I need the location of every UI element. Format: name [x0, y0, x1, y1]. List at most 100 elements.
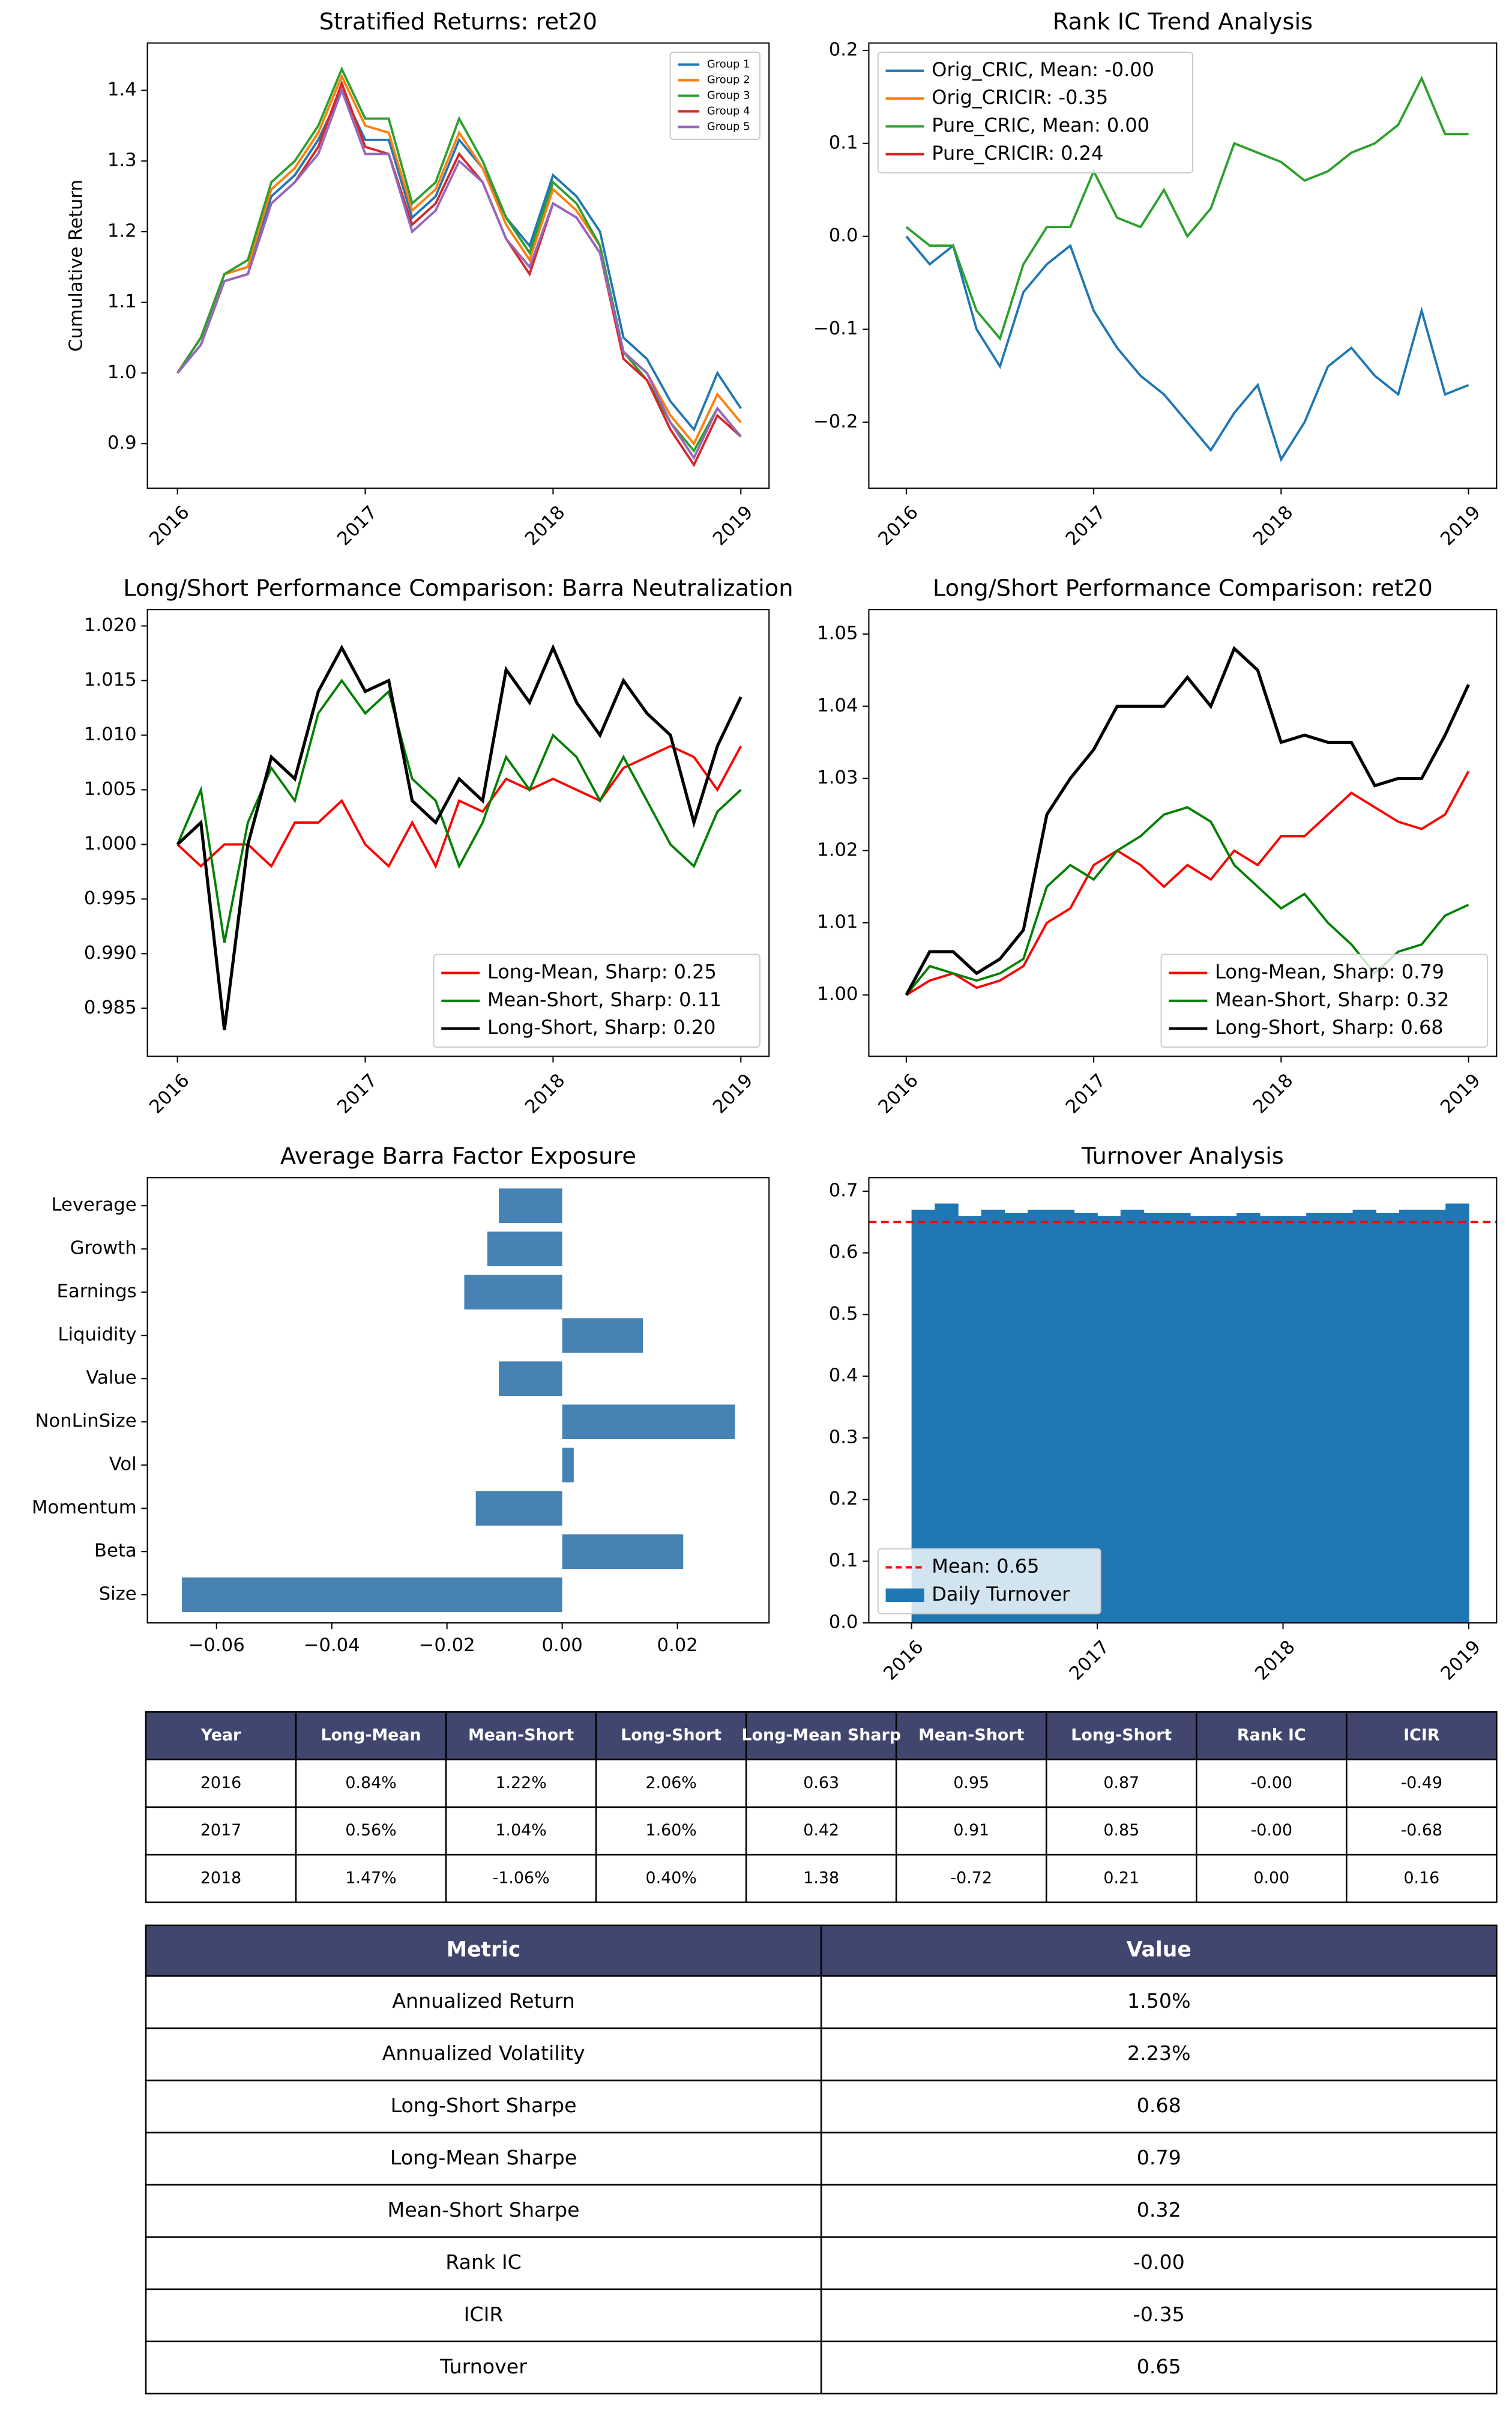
x-tick-label: 2018 [1249, 502, 1297, 550]
bar [1259, 1216, 1284, 1623]
y-tick-label: 1.020 [84, 615, 137, 636]
cell-text: 0.63 [803, 1774, 839, 1792]
table-cell [745, 1853, 897, 1903]
table-cell [145, 2340, 822, 2395]
table-cell [595, 1853, 747, 1903]
cell-text: Rank IC [445, 2250, 522, 2274]
legend-label: Pure_CRICIR: 0.24 [932, 142, 1103, 165]
x-tick-label: 2018 [1251, 1637, 1300, 1685]
bar [1399, 1209, 1423, 1623]
x-tick-label: 2017 [1065, 1637, 1113, 1685]
x-tick-label: 2016 [875, 1070, 923, 1118]
y-tick-label: 0.995 [84, 888, 137, 909]
y-tick-label: −0.1 [813, 318, 858, 339]
y-tick-label: 0.2 [829, 1488, 858, 1509]
cell-text: 0.87 [1103, 1774, 1139, 1792]
table-cell [820, 2131, 1498, 2186]
bar [1283, 1216, 1307, 1623]
cell-text: 1.22% [495, 1774, 546, 1792]
data-line [176, 644, 742, 1031]
y-tick-label: Value [86, 1368, 136, 1389]
axes-frame [868, 42, 1498, 489]
cell-text: Turnover [439, 2355, 527, 2378]
x-tick-label: 0.00 [541, 1635, 582, 1656]
table-cell [1346, 1806, 1498, 1856]
y-tick-label: 0.2 [829, 39, 858, 60]
table-cell [145, 1975, 822, 2029]
y-tick-label: 0.6 [829, 1242, 858, 1263]
y-tick-label: 1.00 [817, 984, 858, 1005]
y-tick-label: 1.04 [817, 695, 858, 716]
cell-text: 0.21 [1103, 1868, 1139, 1887]
y-tick-label: −0.2 [813, 411, 858, 432]
y-tick-label: 1.2 [107, 220, 137, 241]
table-cell [145, 2131, 822, 2186]
legend-box [669, 51, 761, 140]
legend-label: Pure_CRIC, Mean: 0.00 [932, 113, 1149, 136]
cell-text: -0.00 [1133, 2250, 1185, 2274]
y-tick-label: 0.1 [829, 1550, 858, 1571]
cell-text: 2017 [200, 1821, 241, 1840]
data-line [905, 645, 1470, 996]
y-tick-label: 0.0 [829, 225, 858, 246]
y-tick-label: Vol [109, 1454, 137, 1475]
header-text: Value [1127, 1938, 1191, 1962]
table-cell [745, 1759, 897, 1808]
cell-text: 0.84% [345, 1774, 396, 1792]
x-tick-label: 2018 [521, 1070, 569, 1118]
cell-text: 2016 [200, 1774, 241, 1792]
cell-text: Annualized Return [392, 1989, 575, 2013]
cell-text: -0.72 [950, 1868, 992, 1887]
cell-text: 0.79 [1137, 2146, 1181, 2169]
legend-label: Long-Short, Sharp: 0.68 [1215, 1016, 1444, 1039]
bar [1143, 1212, 1167, 1623]
chart-title: Long/Short Performance Comparison: ret20 [933, 575, 1433, 602]
cell-text: 1.38 [803, 1868, 839, 1887]
data-line [176, 86, 742, 461]
chart-title: Turnover Analysis [1081, 1143, 1284, 1170]
bar [1445, 1203, 1469, 1623]
data-line [905, 75, 1469, 341]
data-line [176, 678, 742, 943]
x-tick-label: 2017 [334, 1070, 382, 1118]
table-cell [1346, 1759, 1498, 1808]
data-line [176, 87, 742, 432]
x-tick-label: 2019 [1437, 1637, 1485, 1685]
y-tick-label: 1.4 [107, 79, 137, 100]
header-cell [295, 1711, 447, 1760]
header-text: Long-Mean Sharp [741, 1726, 901, 1744]
bar [182, 1577, 562, 1613]
chart-title: Average Barra Factor Exposure [280, 1143, 636, 1170]
cell-text: -0.00 [1251, 1774, 1292, 1792]
table-cell [1346, 1853, 1498, 1903]
table-cell [820, 2184, 1498, 2238]
cell-text: -1.06% [493, 1868, 550, 1887]
bar [1167, 1212, 1191, 1623]
cell-text: ICIR [464, 2303, 504, 2326]
header-cell [1045, 1711, 1197, 1760]
cell-text: -0.68 [1401, 1821, 1442, 1840]
table-cell [595, 1806, 747, 1856]
y-tick-label: 1.02 [817, 839, 858, 860]
x-tick-label: 2019 [1437, 1070, 1485, 1118]
axes-frame [146, 42, 770, 489]
x-tick-label: 2017 [1062, 502, 1110, 550]
y-tick-label: 0.4 [829, 1365, 858, 1386]
header-text: Year [200, 1726, 241, 1744]
legend-box [433, 953, 761, 1048]
y-tick-label: Earnings [57, 1281, 137, 1302]
cell-text: 1.47% [345, 1868, 396, 1887]
table-cell [895, 1806, 1047, 1856]
legend-label: Group 5 [707, 120, 750, 133]
y-tick-label: 0.0 [829, 1612, 858, 1633]
legend-label: Orig_CRICIR: -0.35 [932, 86, 1108, 109]
table-cell [445, 1806, 597, 1856]
header-cell [145, 1711, 297, 1760]
legend-label: Mean: 0.65 [932, 1554, 1039, 1577]
chart-title: Long/Short Performance Comparison: Barra… [123, 575, 793, 602]
bar [562, 1448, 574, 1483]
y-tick-label: Liquidity [58, 1324, 136, 1345]
y-tick-label: 1.3 [107, 150, 137, 171]
bar [1120, 1209, 1145, 1623]
